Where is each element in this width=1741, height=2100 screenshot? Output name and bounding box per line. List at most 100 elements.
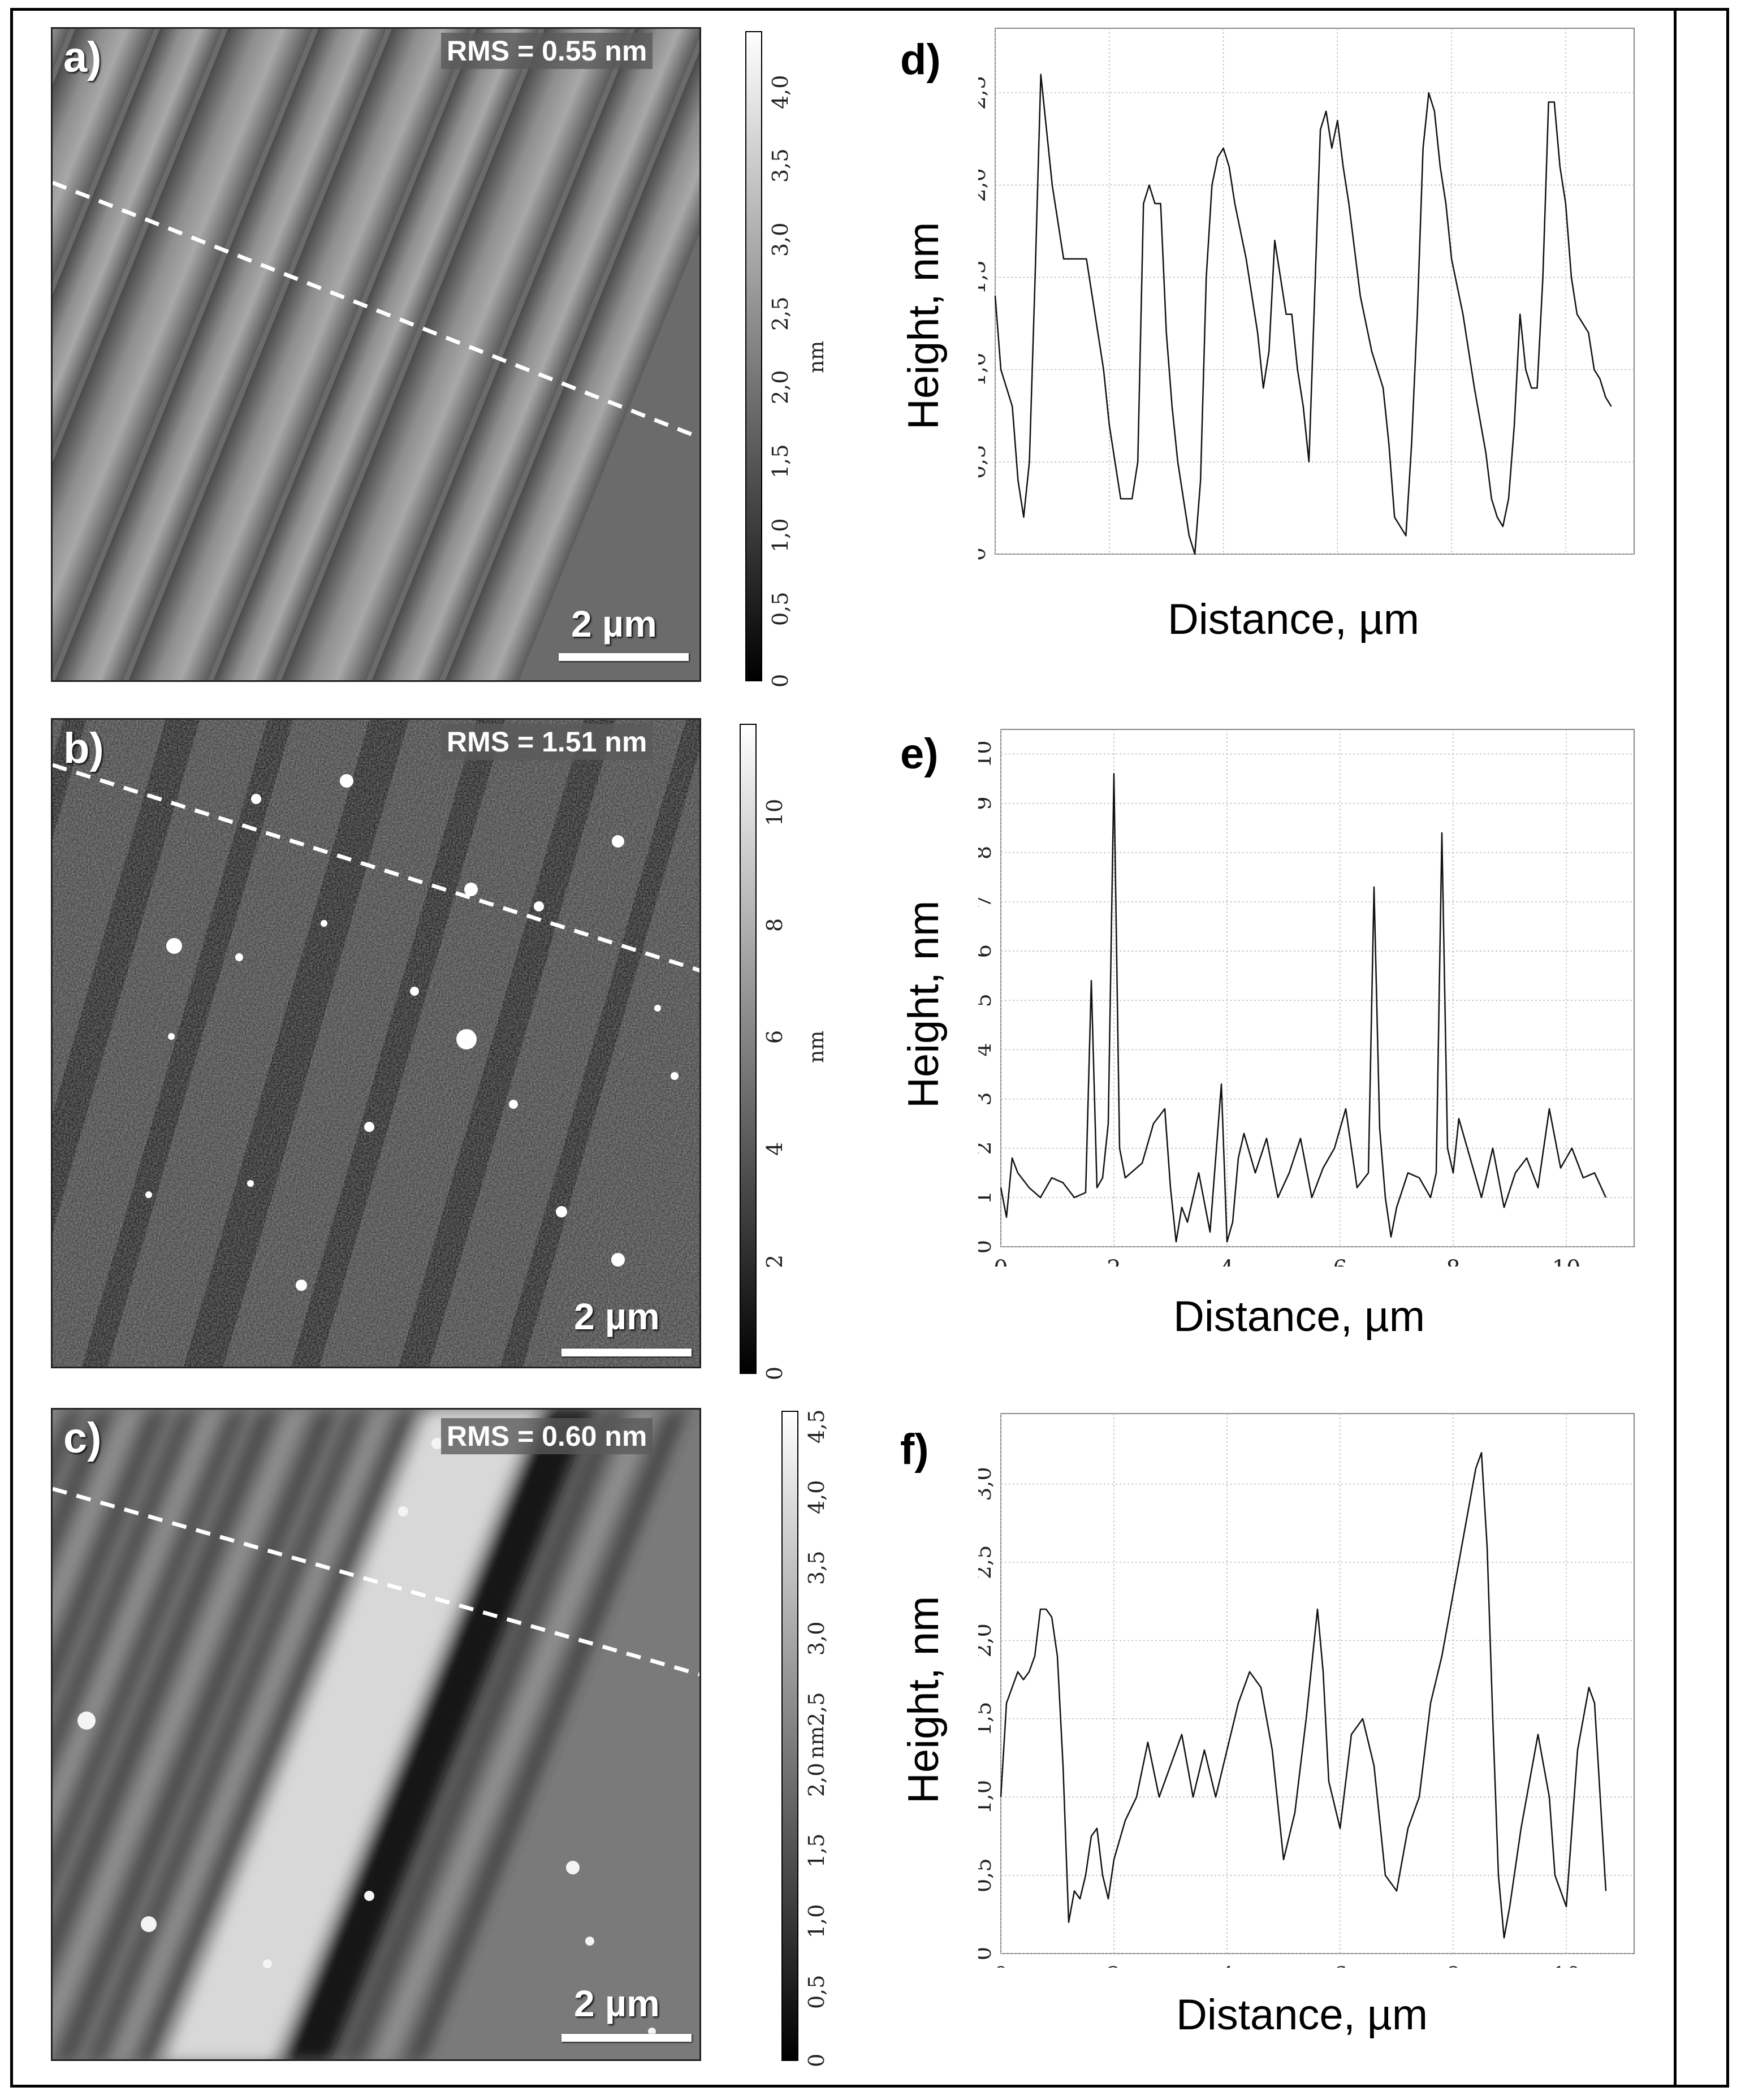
colorbar-unit-a: nm: [805, 340, 828, 373]
scale-bar-b: [561, 1349, 692, 1356]
right-margin-divider: [1674, 8, 1677, 2088]
colorbar-tick-c: 1,5: [804, 1833, 829, 1868]
height-profile-line: [994, 74, 1612, 555]
y-tick-label: 0,5: [978, 1858, 996, 1892]
x-tick-label: 4: [1216, 563, 1230, 565]
colorbar-tick-a: 4,0: [768, 75, 793, 109]
y-tick-label: 2: [978, 1142, 996, 1155]
panel-label-c: c): [63, 1414, 102, 1462]
colorbar-tick-a: 3,0: [768, 222, 793, 257]
x-tick-label: 8: [1446, 1963, 1460, 1968]
x-tick-label: 6: [1333, 1963, 1347, 1968]
afm-image-c: [51, 1408, 701, 2061]
colorbar-tick-a: 2,5: [768, 296, 793, 331]
colorbar-a: [745, 31, 762, 681]
panel-label-d: d): [900, 36, 941, 84]
colorbar-tick-b: 6: [762, 1030, 787, 1044]
y-tick-label: 7: [978, 895, 996, 909]
x-axis-label-e: Distance, µm: [1173, 1293, 1425, 1341]
x-tick-label: 10: [1552, 1963, 1581, 1968]
colorbar-tick-c: 2,5: [804, 1692, 829, 1726]
y-tick-label: 4: [978, 1043, 996, 1056]
rms-label-c: RMS = 0.60 nm: [441, 1418, 653, 1454]
y-tick-label: 2,5: [978, 1545, 996, 1579]
x-tick-label: 0: [993, 1963, 1008, 1968]
y-tick-label: 10: [978, 740, 996, 767]
height-profile-chart-f: 0 2 4 6 8 10 0 0,5 1,0 1,5 2,0 2,5 3,0: [978, 1413, 1635, 1968]
scale-bar-label-a: 2 µm: [571, 603, 657, 645]
y-tick-label: 0: [978, 1947, 996, 1960]
colorbar-b: [740, 724, 757, 1374]
colorbar-tick-c: 3,5: [804, 1550, 829, 1585]
x-tick-label: 4: [1220, 1256, 1234, 1267]
y-tick-label: 0,5: [978, 445, 990, 479]
colorbar-unit-c: nm: [805, 1726, 828, 1758]
colorbar-tick-b: 2: [762, 1254, 787, 1268]
height-profile-chart-d: 0 2 4 6 8 10 0 0,5 1,0 1,5 2,0 2,5: [978, 28, 1635, 565]
colorbar-c: [781, 1411, 798, 2061]
colorbar-tick-c: 4,5: [804, 1409, 829, 1444]
y-tick-label: 3: [978, 1092, 996, 1105]
y-axis-label-e: Height, nm: [900, 900, 948, 1109]
colorbar-tick-b: 0: [762, 1366, 787, 1380]
colorbar-tick-c: 3,0: [804, 1621, 829, 1656]
x-tick-label: 2: [1107, 1256, 1121, 1267]
x-axis-label-f: Distance, µm: [1176, 1991, 1428, 2039]
y-axis-label-d: Height, nm: [900, 222, 948, 430]
x-tick-label: 6: [1330, 563, 1345, 565]
colorbar-tick-c: 4,0: [804, 1480, 829, 1514]
x-tick-label: 8: [1444, 563, 1458, 565]
height-profile-line: [1000, 1451, 1607, 1939]
rms-label-b: RMS = 1.51 nm: [441, 724, 653, 760]
panel-label-f: f): [900, 1425, 929, 1474]
colorbar-tick-c: 2,0: [804, 1762, 829, 1797]
height-profile-chart-e: 0 2 4 6 8 10 0 1 2 3 4 5 6 7 8 9 10: [978, 729, 1635, 1267]
y-tick-label: 2,5: [978, 76, 990, 110]
colorbar-tick-a: 3,5: [768, 148, 793, 183]
x-axis-label-d: Distance, µm: [1168, 595, 1420, 643]
panel-label-b: b): [63, 724, 104, 772]
figure-frame: [10, 8, 1729, 2088]
afm-image-b: [51, 718, 701, 1368]
y-tick-label: 2,0: [978, 168, 990, 202]
y-tick-label: 5: [978, 993, 996, 1007]
colorbar-tick-a: 1,0: [768, 518, 793, 552]
colorbar-tick-a: 0,5: [768, 591, 793, 626]
scale-bar-c: [561, 2034, 692, 2042]
colorbar-tick-c: 0,5: [804, 1974, 829, 2009]
rms-label-a: RMS = 0.55 nm: [441, 33, 653, 69]
colorbar-tick-b: 4: [762, 1142, 787, 1156]
afm-image-a: [51, 27, 701, 682]
x-tick-label: 2: [1107, 1963, 1121, 1968]
x-tick-label: 10: [1552, 1256, 1581, 1267]
colorbar-tick-a: 0: [768, 673, 793, 688]
y-tick-label: 1,5: [978, 260, 990, 294]
y-tick-label: 1: [978, 1191, 996, 1204]
x-tick-label: 6: [1333, 1256, 1347, 1267]
y-tick-label: 1,0: [978, 352, 990, 386]
height-profile-line: [1000, 773, 1607, 1243]
colorbar-tick-a: 2,0: [768, 370, 793, 405]
y-tick-label: 2,0: [978, 1623, 996, 1657]
x-tick-label: 0: [988, 563, 1002, 565]
y-tick-label: 1,0: [978, 1780, 996, 1814]
plot-area: [1000, 1413, 1635, 1954]
colorbar-unit-b: nm: [805, 1030, 828, 1063]
scale-bar-label-b: 2 µm: [574, 1295, 660, 1337]
y-tick-label: 6: [978, 944, 996, 958]
colorbar-tick-c: 1,0: [804, 1904, 829, 1938]
colorbar-tick-b: 10: [762, 798, 787, 826]
y-tick-label: 3,0: [978, 1467, 996, 1501]
y-tick-label: 9: [978, 797, 996, 810]
y-tick-label: 0: [978, 547, 990, 561]
scale-bar-a: [559, 653, 689, 661]
colorbar-tick-b: 8: [762, 918, 787, 932]
colorbar-tick-a: 1,5: [768, 444, 793, 478]
colorbar-tick-c: 0: [804, 2053, 829, 2067]
y-tick-label: 1,5: [978, 1702, 996, 1736]
y-tick-label: 8: [978, 846, 996, 859]
y-tick-label: 0: [978, 1240, 996, 1254]
x-tick-label: 0: [993, 1256, 1008, 1267]
panel-label-a: a): [63, 33, 102, 81]
x-tick-label: 10: [1551, 563, 1580, 565]
